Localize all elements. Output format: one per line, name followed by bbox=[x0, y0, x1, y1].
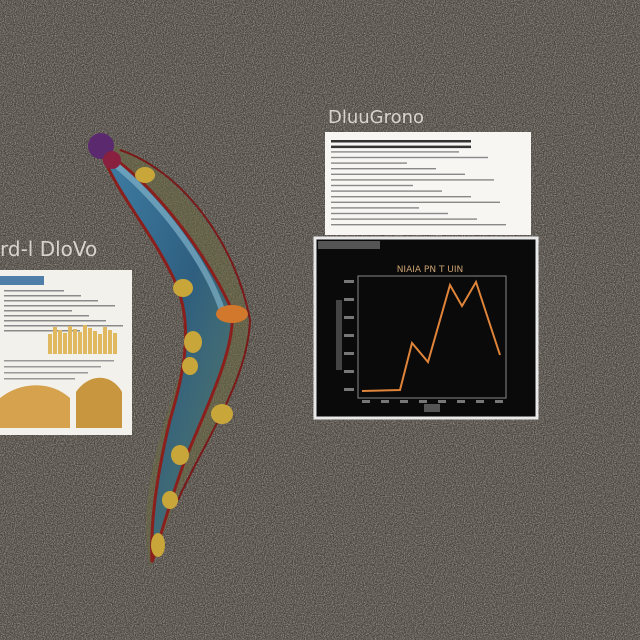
text-line bbox=[331, 218, 477, 220]
tick-stub bbox=[400, 400, 408, 403]
tick-stub bbox=[438, 400, 446, 403]
left-document-bars bbox=[48, 325, 117, 354]
tick-stub bbox=[495, 400, 503, 403]
left-document-loaf bbox=[76, 377, 122, 428]
chart-ticks bbox=[344, 280, 503, 403]
bar-shape bbox=[93, 331, 97, 354]
tick-stub bbox=[344, 280, 354, 283]
bar-shape bbox=[73, 329, 77, 354]
tick-stub bbox=[344, 334, 354, 337]
organism-organ bbox=[216, 305, 248, 323]
text-line bbox=[331, 207, 419, 209]
tick-stub bbox=[344, 388, 354, 391]
tick-stub bbox=[419, 400, 427, 403]
bar-shape bbox=[108, 330, 112, 354]
nodule bbox=[135, 167, 155, 183]
text-document-lines bbox=[331, 140, 506, 226]
organism-outline bbox=[119, 149, 252, 501]
text-line bbox=[4, 315, 89, 317]
organism-stripe bbox=[108, 157, 225, 311]
left-caption: rd-l DloVo bbox=[0, 237, 97, 261]
chart-x-label bbox=[424, 404, 440, 412]
chart-line bbox=[361, 279, 501, 392]
bar-shape bbox=[98, 334, 102, 354]
text-line bbox=[331, 196, 471, 198]
tick-stub bbox=[457, 400, 465, 403]
chart-panel: NIAIA PN T UIN bbox=[313, 236, 539, 420]
nodule bbox=[182, 357, 198, 375]
organism-body bbox=[97, 146, 234, 563]
text-line bbox=[4, 310, 72, 312]
text-line bbox=[331, 201, 500, 203]
text-line bbox=[331, 190, 442, 192]
text-line bbox=[4, 372, 88, 374]
organism-head-spot bbox=[103, 151, 121, 169]
nodule bbox=[151, 533, 165, 557]
tick-stub bbox=[362, 400, 370, 403]
text-line bbox=[4, 300, 98, 302]
text-document-sheet bbox=[325, 132, 531, 235]
text-line bbox=[331, 212, 448, 215]
text-line bbox=[331, 168, 436, 170]
text-line bbox=[331, 179, 494, 181]
tick-stub bbox=[381, 400, 389, 403]
text-line bbox=[4, 366, 101, 368]
chart-plot-area bbox=[357, 275, 507, 399]
text-line bbox=[4, 378, 75, 380]
bar-shape bbox=[48, 334, 52, 354]
organism-halo bbox=[96, 140, 249, 568]
bar-shape bbox=[103, 327, 107, 354]
bar-shape bbox=[83, 325, 87, 354]
text-line bbox=[331, 162, 407, 164]
chart-title: NIAIA PN T UIN bbox=[397, 265, 464, 275]
text-line bbox=[4, 360, 114, 362]
text-line bbox=[4, 295, 81, 297]
text-line bbox=[4, 320, 106, 322]
text-line bbox=[4, 305, 115, 307]
right-caption: DluuGrono bbox=[328, 107, 424, 128]
nodule bbox=[173, 279, 193, 297]
nodule bbox=[184, 331, 202, 353]
left-document bbox=[0, 270, 132, 435]
bar-shape bbox=[68, 326, 72, 354]
text-document bbox=[325, 132, 531, 235]
chart-axis-label bbox=[336, 300, 342, 370]
bar-shape bbox=[113, 333, 117, 354]
tick-stub bbox=[344, 298, 354, 301]
tick-stub bbox=[344, 370, 354, 373]
tick-stub bbox=[344, 316, 354, 319]
left-document-header bbox=[0, 276, 44, 285]
text-line bbox=[331, 140, 471, 143]
tick-stub bbox=[344, 352, 354, 355]
text-line bbox=[331, 145, 471, 149]
text-line bbox=[331, 151, 459, 153]
bar-shape bbox=[53, 327, 57, 354]
text-line bbox=[4, 330, 80, 332]
left-document-lines bbox=[4, 290, 123, 380]
text-line bbox=[331, 184, 413, 187]
bar-shape bbox=[88, 328, 92, 354]
text-line bbox=[331, 224, 506, 226]
text-line bbox=[4, 290, 64, 292]
bar-shape bbox=[78, 332, 82, 354]
left-document-loaf bbox=[0, 385, 70, 428]
bar-shape bbox=[58, 330, 62, 354]
nodule bbox=[162, 491, 178, 509]
organism bbox=[88, 133, 252, 568]
text-line bbox=[331, 156, 488, 159]
text-line bbox=[331, 173, 465, 175]
text-line bbox=[4, 325, 123, 327]
chart-header bbox=[318, 241, 380, 249]
tick-stub bbox=[476, 400, 484, 403]
bar-shape bbox=[63, 333, 67, 354]
nodule bbox=[211, 404, 233, 424]
nodule bbox=[171, 445, 189, 465]
organism-nodules bbox=[135, 167, 233, 557]
